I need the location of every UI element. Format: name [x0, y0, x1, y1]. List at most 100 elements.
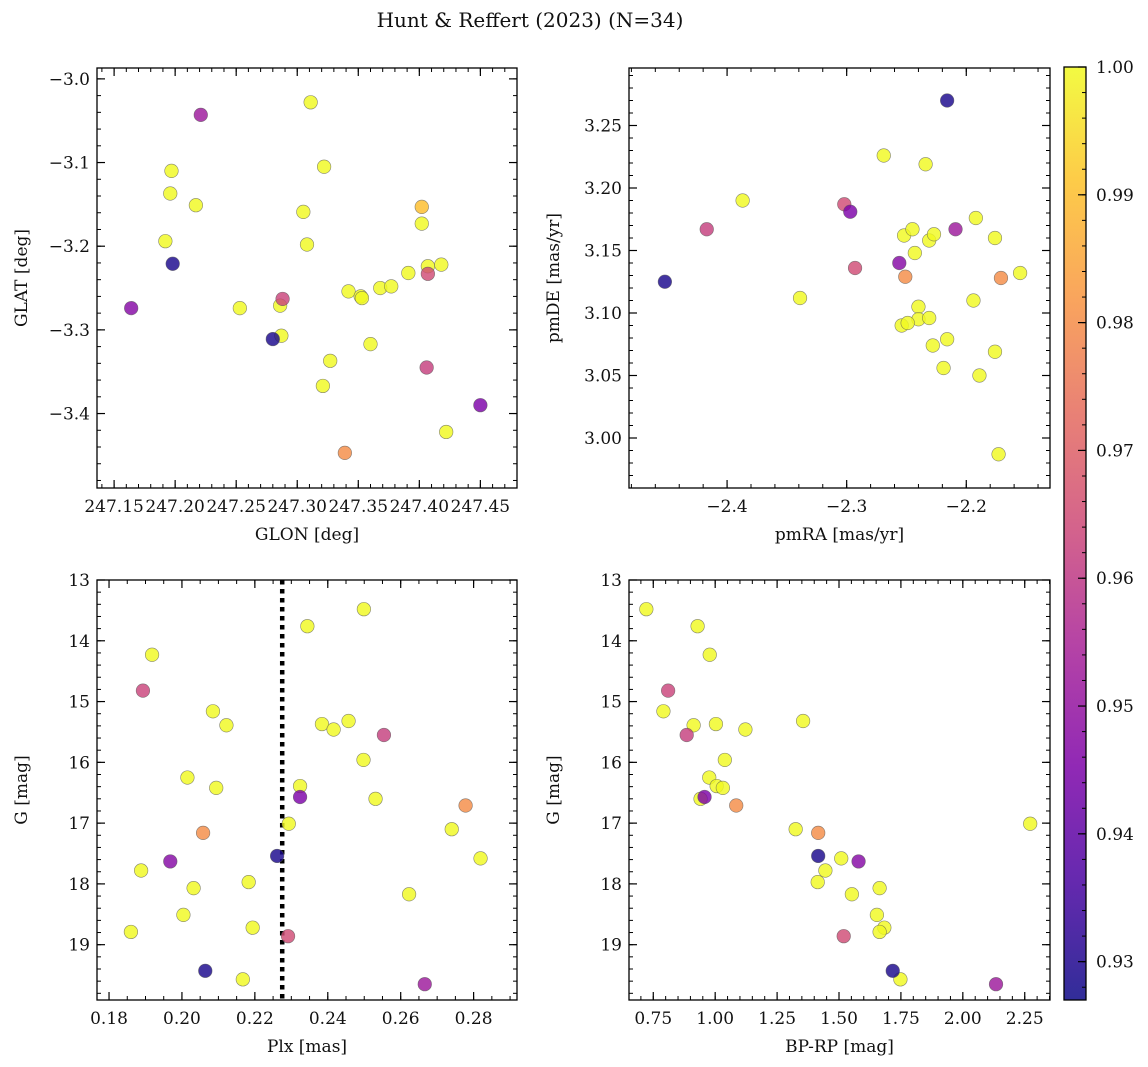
colorbar-frame [1063, 66, 1087, 1001]
data-point [991, 447, 1006, 462]
data-point [905, 222, 920, 237]
data-point [948, 222, 963, 237]
y-tick-label: −3.3 [49, 321, 90, 341]
y-tick-label: 3.20 [584, 179, 622, 199]
data-point [968, 210, 983, 226]
data-point [987, 344, 1003, 359]
y-tick-label: 14 [68, 632, 90, 652]
data-point [368, 791, 383, 806]
data-point [134, 863, 149, 878]
data-point [363, 336, 378, 352]
data-point [163, 854, 178, 869]
panel-glon-glat: 247.15 247.20 247.25 247.30 247.35 247.40 247.… [12, 67, 518, 545]
data-point [326, 722, 341, 737]
y-tick-label: −3.1 [49, 154, 90, 174]
x-tick-label: 1.50 [820, 1009, 858, 1029]
y-axis-label: G [mag] [12, 755, 32, 824]
data-point [993, 270, 1009, 286]
colorbar-tick-label: 0.95 [1096, 697, 1134, 717]
x-axis-label: BP-RP [mag] [785, 1037, 894, 1057]
data-point [708, 716, 724, 732]
data-point [414, 199, 429, 214]
panel-parallax-magnitude: 0.18 0.20 0.22 0.24 0.26 0.28 13 14 15 16 17 18 19 Pl… [12, 571, 518, 1057]
y-tick-label: 19 [600, 936, 622, 956]
data-point [176, 907, 191, 923]
y-tick-label: 13 [600, 571, 622, 591]
y-tick-label: 16 [600, 753, 622, 773]
x-tick-label: 0.26 [382, 1009, 420, 1029]
x-tick-label: 0.20 [163, 1009, 201, 1029]
data-point [898, 269, 913, 284]
data-point [795, 713, 811, 729]
data-point [281, 816, 296, 831]
data-point [729, 798, 744, 813]
x-tick-label: 1.75 [882, 1009, 920, 1029]
data-point [337, 445, 352, 460]
x-tick-label: 247.45 [451, 497, 510, 517]
data-point [241, 874, 256, 890]
data-point [235, 972, 250, 987]
data-point [135, 683, 151, 698]
data-point [275, 291, 290, 307]
data-point [715, 780, 730, 795]
data-point [717, 752, 732, 768]
data-point [188, 198, 203, 213]
data-point [186, 881, 201, 896]
data-point [697, 789, 712, 805]
x-tick-label: 247.25 [206, 497, 265, 517]
data-point [869, 907, 884, 923]
data-point [124, 301, 139, 316]
y-axis-label: GLAT [deg] [12, 229, 32, 327]
colorbar-tick-label: 0.96 [1096, 569, 1134, 589]
y-tick-label: −3.0 [49, 70, 90, 90]
data-point [843, 204, 858, 219]
y-tick-label: 13 [68, 571, 90, 591]
data-point [303, 95, 318, 110]
colorbar-tick-label: 0.97 [1096, 441, 1134, 461]
data-point [936, 360, 951, 376]
y-tick-label: 17 [68, 814, 90, 834]
data-point [270, 848, 285, 864]
panel-proper-motion: −2.4 −2.3 −2.2 3.00 3.05 3.10 3.15 3.20 3.25 pmRA… [544, 67, 1051, 545]
x-tick-label: 0.18 [90, 1009, 128, 1029]
data-point [834, 851, 849, 866]
data-point [280, 929, 296, 944]
data-point [811, 825, 826, 840]
y-tick-label: 17 [600, 814, 622, 834]
data-point [315, 378, 330, 394]
y-tick-label: −3.4 [49, 405, 90, 425]
data-point [885, 963, 900, 978]
x-tick-label: 0.28 [455, 1009, 493, 1029]
y-tick-label: 3.15 [584, 242, 622, 262]
y-tick-label: −3.2 [49, 237, 90, 257]
data-point [265, 331, 280, 347]
data-point [657, 274, 672, 289]
x-tick-label: 2.00 [944, 1009, 982, 1029]
data-point [1012, 265, 1028, 281]
colorbar-tick-label: 1.00 [1096, 58, 1134, 78]
y-tick-label: 16 [68, 753, 90, 773]
data-point [926, 227, 942, 242]
data-point [417, 977, 432, 992]
data-point [316, 159, 332, 174]
data-point [735, 193, 750, 208]
data-point [972, 368, 987, 383]
data-point [810, 874, 825, 890]
x-tick-label: 2.25 [1006, 1009, 1044, 1029]
x-tick-label: −2.3 [826, 497, 867, 517]
x-tick-label: 1.00 [696, 1009, 734, 1029]
x-tick-label: 1.25 [758, 1009, 796, 1029]
y-tick-label: 19 [68, 936, 90, 956]
x-tick-label: 0.75 [634, 1009, 672, 1029]
data-point [966, 293, 981, 308]
colorbar-tick-label: 0.93 [1096, 953, 1134, 973]
data-point [988, 977, 1004, 992]
data-point [940, 332, 955, 347]
figure-title: Hunt & Reffert (2023) (N=34) [377, 8, 684, 32]
data-point [872, 881, 887, 896]
data-point [987, 230, 1003, 246]
data-point [299, 237, 315, 252]
data-point [296, 204, 311, 220]
data-point [123, 924, 139, 940]
